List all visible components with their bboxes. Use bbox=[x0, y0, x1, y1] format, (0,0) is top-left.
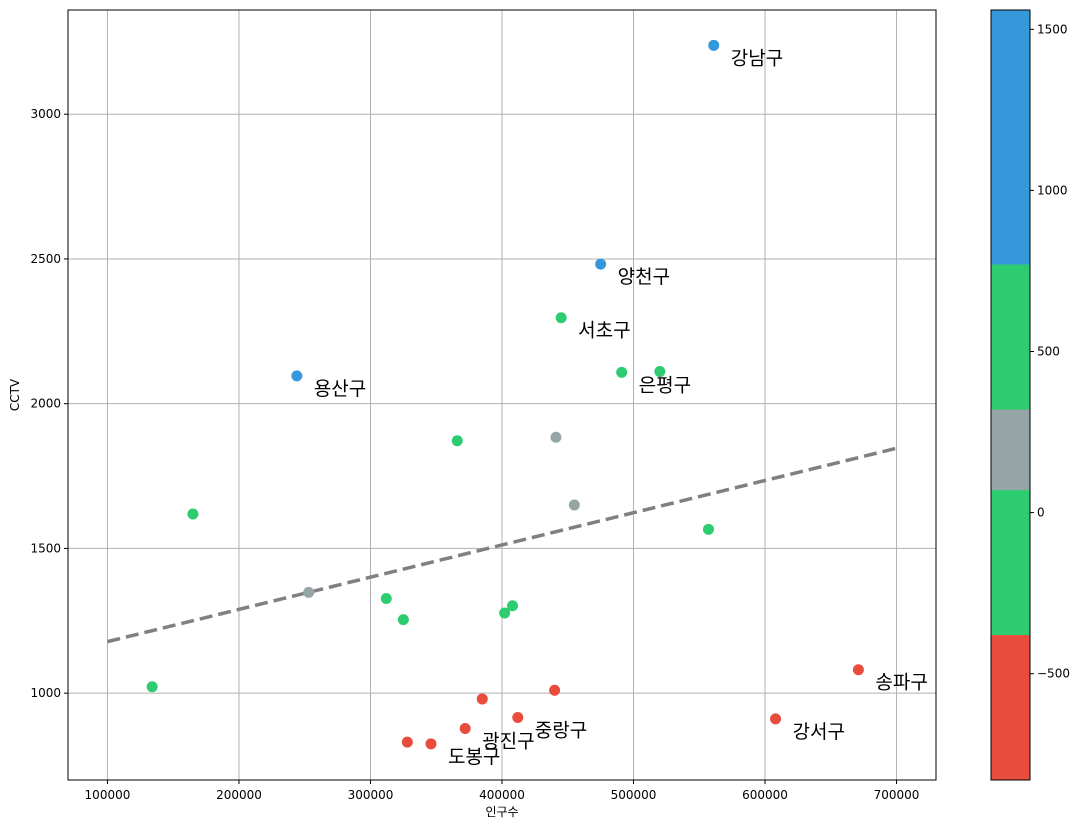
data-point bbox=[499, 607, 511, 619]
colorbar-segment bbox=[991, 10, 1030, 265]
colorbar-segment bbox=[991, 490, 1030, 636]
data-point bbox=[507, 600, 519, 612]
colorbar-segment bbox=[991, 635, 1030, 780]
data-point bbox=[401, 736, 413, 748]
y-axis: 1000 1500 2000 2500 3000 bbox=[30, 107, 68, 700]
point-annotation: 강서구 bbox=[793, 721, 845, 743]
data-point bbox=[380, 593, 392, 604]
data-point bbox=[568, 499, 580, 511]
data-point bbox=[459, 722, 471, 734]
data-point bbox=[770, 713, 782, 725]
data-point bbox=[187, 508, 199, 520]
data-point bbox=[549, 684, 561, 696]
grid bbox=[68, 10, 936, 780]
x-tick-label: 500000 bbox=[611, 788, 657, 802]
x-axis: 100000 200000 300000 400000 500000 600000 7000… bbox=[85, 780, 920, 802]
data-point bbox=[654, 366, 666, 378]
y-tick-label: 1500 bbox=[30, 541, 61, 555]
point-annotation: 서초구 bbox=[578, 320, 630, 342]
data-point bbox=[146, 681, 158, 693]
data-point bbox=[702, 523, 714, 535]
point-annotation: 광진구 bbox=[482, 730, 534, 752]
y-tick-label: 3000 bbox=[30, 107, 61, 121]
colorbar-tick-label: 500 bbox=[1037, 345, 1060, 359]
y-tick-label: 2000 bbox=[30, 397, 61, 411]
x-tick-label: 300000 bbox=[348, 788, 394, 802]
data-point bbox=[595, 258, 607, 270]
trend-line bbox=[107, 446, 897, 644]
point-annotation: 송파구 bbox=[875, 672, 927, 694]
point-annotation: 양천구 bbox=[618, 266, 670, 288]
point-annotation: 은평구 bbox=[639, 374, 691, 396]
trend-layer bbox=[107, 446, 897, 644]
colorbar: −500 0 500 1000 1500 bbox=[990, 9, 1070, 781]
data-point bbox=[616, 366, 628, 378]
x-tick-label: 100000 bbox=[85, 788, 131, 802]
data-point bbox=[397, 614, 409, 626]
y-tick-label: 2500 bbox=[30, 252, 61, 266]
data-point bbox=[451, 435, 463, 447]
data-point bbox=[512, 711, 524, 723]
x-axis-label: 인구수 bbox=[485, 805, 518, 819]
y-axis-label: CCTV bbox=[8, 378, 22, 411]
colorbar-tick-label: 0 bbox=[1037, 506, 1045, 520]
colorbar-segment bbox=[991, 264, 1030, 410]
colorbar-tick-label: −500 bbox=[1037, 667, 1070, 681]
colorbar-segment bbox=[991, 409, 1030, 491]
data-point bbox=[550, 431, 562, 443]
x-tick-label: 400000 bbox=[479, 788, 525, 802]
points-layer bbox=[146, 39, 864, 750]
data-point bbox=[555, 312, 567, 324]
colorbar-frame bbox=[990, 9, 1031, 781]
data-point bbox=[708, 39, 720, 51]
colorbar-tick-label: 1500 bbox=[1037, 22, 1068, 36]
point-annotation: 용산구 bbox=[314, 378, 366, 400]
x-tick-label: 600000 bbox=[742, 788, 788, 802]
data-point bbox=[476, 693, 488, 705]
data-point bbox=[425, 738, 437, 750]
y-tick-label: 1000 bbox=[30, 686, 61, 700]
point-annotation: 강남구 bbox=[731, 47, 783, 69]
colorbar-tick-label: 1000 bbox=[1037, 183, 1068, 197]
x-tick-label: 700000 bbox=[874, 788, 920, 802]
data-point bbox=[291, 370, 303, 382]
data-point bbox=[303, 586, 315, 598]
data-point bbox=[852, 664, 864, 676]
point-annotation: 중랑구 bbox=[535, 719, 587, 741]
x-tick-label: 200000 bbox=[216, 788, 262, 802]
point-annotation: 도봉구 bbox=[448, 746, 500, 768]
